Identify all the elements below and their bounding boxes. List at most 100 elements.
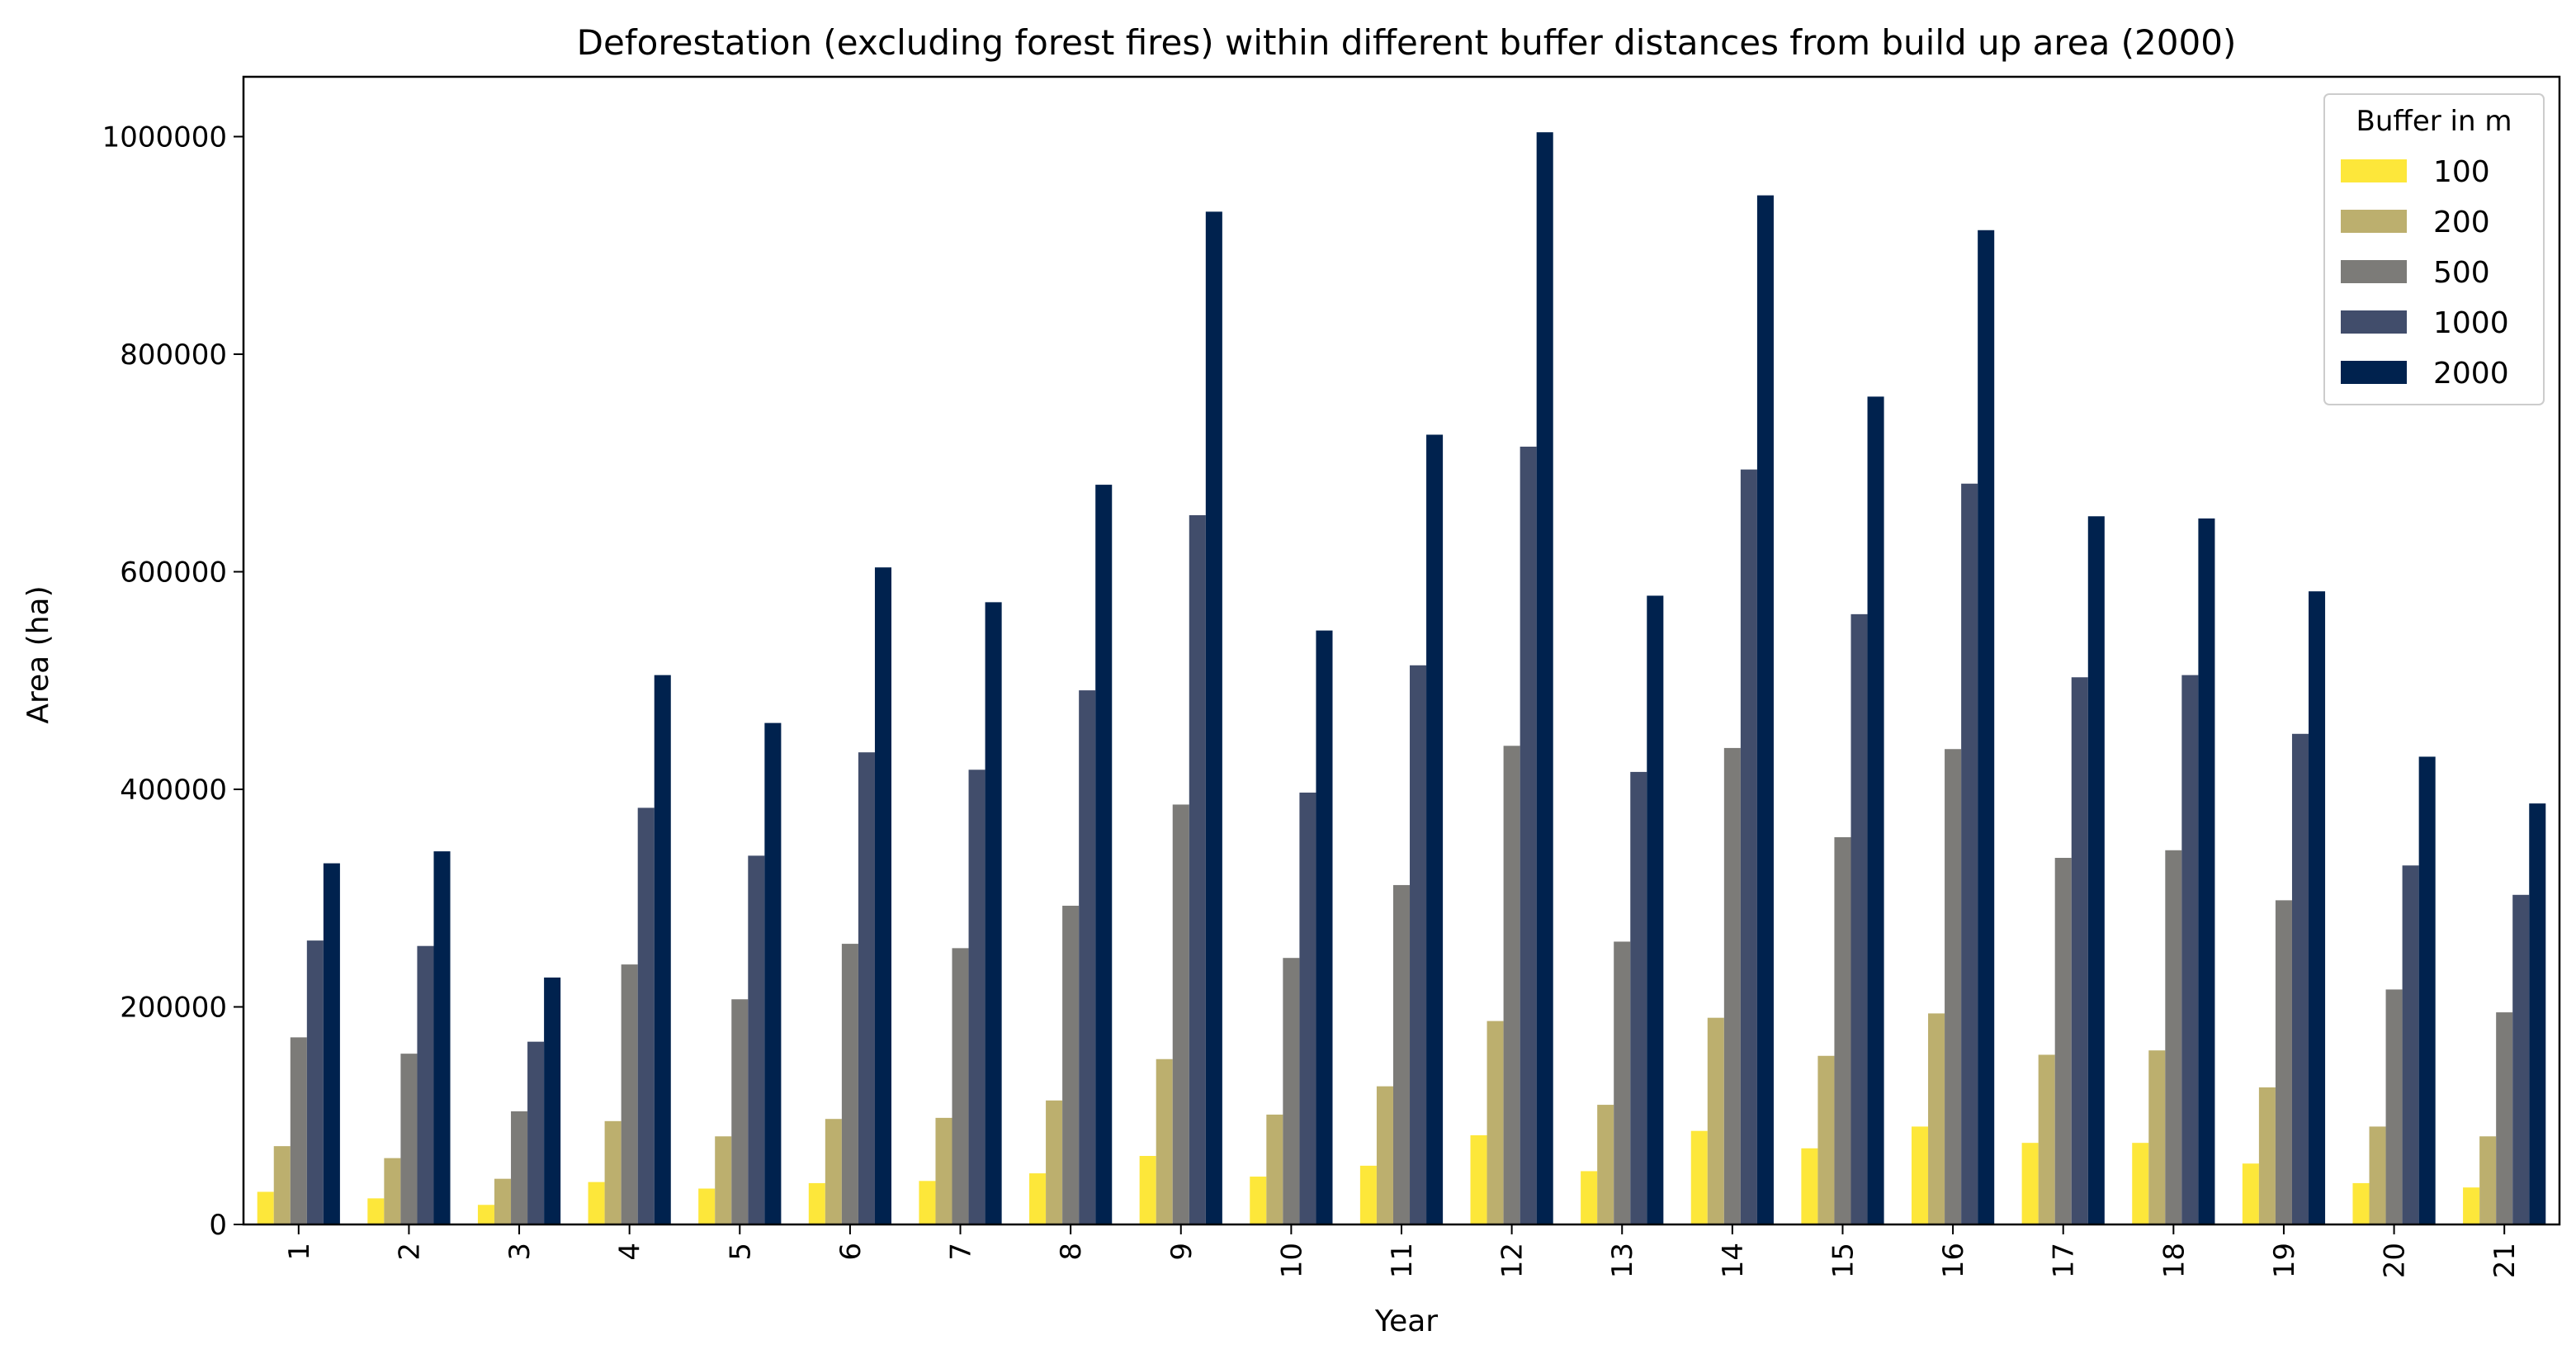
bar-200-year-4 [604, 1120, 622, 1224]
bar-1000-year-5 [748, 855, 765, 1224]
bar-200-year-2 [384, 1158, 401, 1224]
x-tick-label: 15 [1827, 1243, 1860, 1278]
bar-500-year-7 [952, 948, 969, 1224]
bar-1000-year-14 [1740, 469, 1757, 1224]
bar-2000-year-8 [1095, 485, 1113, 1224]
bar-2000-year-11 [1426, 434, 1444, 1224]
bar-2000-year-2 [433, 851, 451, 1224]
bar-200-year-11 [1376, 1086, 1393, 1224]
bar-500-year-18 [2165, 850, 2182, 1224]
bar-500-year-21 [2496, 1012, 2513, 1224]
bar-200-year-18 [2148, 1050, 2166, 1224]
bar-1000-year-9 [1189, 514, 1206, 1224]
bar-100-year-10 [1250, 1177, 1267, 1224]
bar-200-year-14 [1707, 1017, 1724, 1224]
bar-2000-year-3 [544, 977, 561, 1224]
x-tick-label: 12 [1496, 1243, 1529, 1278]
y-axis-label: Area (ha) [21, 585, 55, 723]
bar-2000-year-14 [1756, 195, 1774, 1225]
legend-swatch-2000 [2341, 361, 2407, 384]
bar-200-year-13 [1597, 1105, 1614, 1224]
y-tick-label: 1000000 [102, 121, 227, 154]
bar-200-year-9 [1156, 1059, 1173, 1224]
bar-200-year-17 [2038, 1054, 2055, 1224]
bar-2000-year-21 [2529, 803, 2546, 1224]
legend: Buffer in m 100 200 500 1000 2000 [2323, 93, 2545, 405]
bar-100-year-21 [2463, 1187, 2480, 1224]
bar-100-year-4 [588, 1182, 605, 1224]
bar-1000-year-10 [1299, 792, 1316, 1224]
bar-500-year-16 [1945, 749, 1962, 1224]
bar-1000-year-17 [2071, 677, 2088, 1224]
bar-2000-year-13 [1647, 595, 1664, 1224]
legend-swatch-500 [2341, 260, 2407, 283]
bar-100-year-12 [1470, 1134, 1487, 1224]
bar-1000-year-2 [417, 945, 434, 1224]
bar-200-year-5 [715, 1136, 732, 1224]
bar-100-year-18 [2132, 1143, 2149, 1224]
bar-200-year-10 [1266, 1114, 1283, 1224]
bar-200-year-12 [1487, 1021, 1504, 1224]
bar-2000-year-5 [764, 722, 782, 1224]
bar-100-year-2 [367, 1198, 385, 1224]
bar-500-year-12 [1503, 746, 1520, 1224]
bar-200-year-15 [1817, 1055, 1835, 1224]
bar-100-year-5 [698, 1188, 716, 1224]
bar-500-year-2 [400, 1054, 418, 1224]
bar-1000-year-21 [2512, 894, 2530, 1224]
bar-500-year-20 [2385, 989, 2403, 1224]
bar-2000-year-6 [874, 567, 892, 1224]
bar-200-year-19 [2258, 1087, 2276, 1224]
x-tick-label: 10 [1275, 1243, 1308, 1278]
x-tick-label: 2 [393, 1243, 426, 1261]
legend-swatch-100 [2341, 159, 2407, 182]
bar-100-year-14 [1690, 1130, 1708, 1224]
bar-200-year-6 [825, 1119, 842, 1224]
bar-200-year-8 [1046, 1100, 1063, 1224]
bar-2000-year-20 [2418, 756, 2436, 1224]
legend-swatch-1000 [2341, 310, 2407, 334]
bar-2000-year-12 [1536, 132, 1553, 1225]
x-tick-label: 18 [2158, 1243, 2191, 1278]
x-tick-label: 8 [1055, 1243, 1088, 1261]
bar-100-year-9 [1139, 1156, 1156, 1224]
bar-100-year-6 [808, 1182, 825, 1224]
bar-1000-year-1 [306, 940, 324, 1224]
bar-500-year-1 [290, 1037, 307, 1224]
x-tick-label: 21 [2489, 1243, 2522, 1278]
legend-title: Buffer in m [2356, 105, 2512, 138]
y-tick-label: 200000 [120, 991, 227, 1024]
bar-1000-year-3 [527, 1041, 545, 1224]
bar-2000-year-10 [1316, 630, 1333, 1224]
bar-500-year-8 [1062, 905, 1080, 1224]
bar-100-year-11 [1359, 1165, 1377, 1224]
x-tick-label: 6 [834, 1243, 867, 1261]
x-tick-label: 7 [945, 1243, 978, 1261]
bar-2000-year-19 [2309, 591, 2326, 1224]
x-tick-label: 17 [2048, 1243, 2081, 1278]
bar-100-year-7 [919, 1181, 936, 1224]
bar-2000-year-9 [1205, 211, 1222, 1224]
x-tick-label: 11 [1386, 1243, 1419, 1278]
x-tick-label: 16 [1937, 1243, 1970, 1278]
bar-1000-year-8 [1079, 690, 1096, 1224]
bar-100-year-13 [1581, 1171, 1598, 1224]
bar-1000-year-13 [1630, 771, 1647, 1224]
bar-1000-year-19 [2291, 733, 2309, 1224]
x-tick-label: 4 [614, 1243, 647, 1261]
bar-1000-year-18 [2181, 675, 2199, 1224]
bar-100-year-20 [2352, 1182, 2370, 1224]
bar-500-year-4 [621, 964, 638, 1224]
legend-swatch-200 [2341, 210, 2407, 233]
bar-200-year-7 [935, 1117, 952, 1224]
y-tick-label: 0 [209, 1209, 227, 1242]
bar-500-year-17 [2054, 857, 2072, 1224]
x-tick-label: 20 [2379, 1243, 2412, 1278]
plot-area [257, 132, 2546, 1225]
legend-label-500: 500 [2433, 256, 2490, 290]
x-tick-label: 19 [2268, 1243, 2301, 1278]
bar-1000-year-6 [858, 752, 875, 1224]
bar-100-year-8 [1029, 1173, 1047, 1224]
